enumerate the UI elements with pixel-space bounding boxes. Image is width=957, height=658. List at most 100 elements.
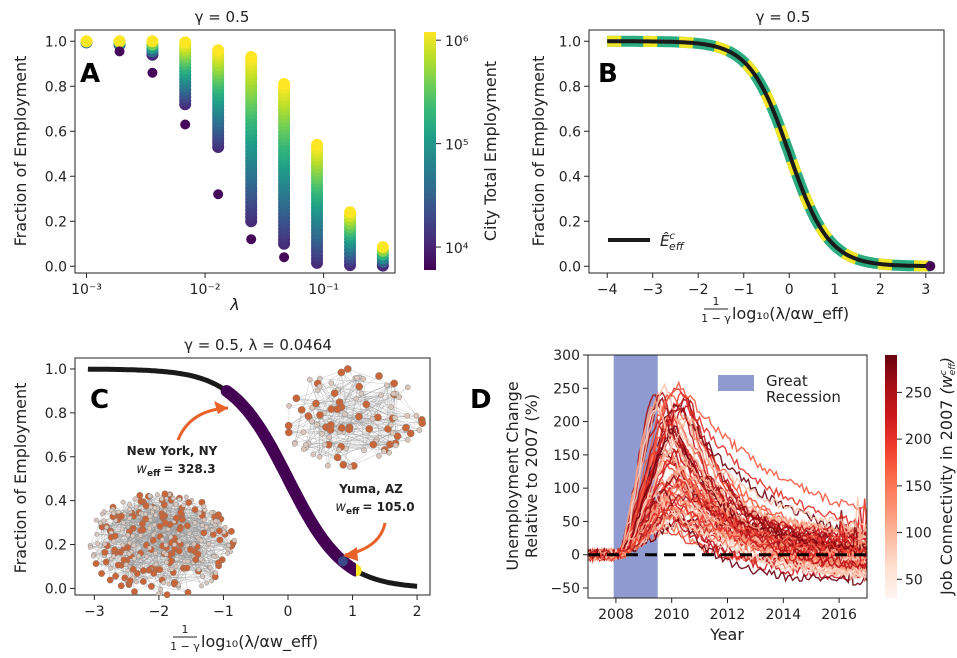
network-edge <box>349 432 394 468</box>
network-edge <box>151 549 160 570</box>
new-york-annotation: New York, NY weff = 328.3 <box>127 401 229 479</box>
svg-text:log₁₀(λ/αw_eff): log₁₀(λ/αw_eff) <box>732 304 849 324</box>
network-node <box>316 411 324 419</box>
network-node <box>163 542 169 548</box>
network-node <box>380 448 387 455</box>
panel-a-outlier-point <box>147 67 158 78</box>
network-node <box>316 383 323 390</box>
network-node <box>127 506 133 512</box>
network-node <box>201 503 207 509</box>
network-node <box>215 511 222 519</box>
panel-d-y-tick-label: 250 <box>553 381 580 397</box>
panel-a-point <box>245 51 258 63</box>
network-node <box>169 566 175 572</box>
network-edge <box>356 398 393 419</box>
panel-c-x-tick-label: 1 <box>348 604 357 620</box>
city-unemployment-line <box>587 481 868 570</box>
panel-c-x-ticks: −3 −2 −1 0 1 2 <box>84 595 422 620</box>
panel-d-x-tick-label: 2016 <box>821 607 857 623</box>
panel-d-colorbar-label: Job Connectivity in 2007(wceff) <box>937 357 957 596</box>
network-edge <box>194 509 202 560</box>
network-edge <box>103 534 154 546</box>
network-node <box>173 501 179 507</box>
network-node <box>284 428 293 437</box>
panel-a-ylabel: Fraction of Employment <box>11 56 30 247</box>
panel-d-x-tick-label: 2012 <box>710 607 746 623</box>
network-node <box>111 539 117 544</box>
network-edge <box>90 541 114 546</box>
network-node <box>204 580 210 586</box>
network-node <box>328 380 335 386</box>
panel-d-city-lines <box>587 380 868 586</box>
network-node <box>106 576 114 584</box>
network-node <box>304 412 313 420</box>
network-edge <box>105 502 142 563</box>
network-node <box>300 429 307 436</box>
panel-d-colorbar-tick-label: 150 <box>905 479 932 495</box>
network-node <box>319 431 325 437</box>
network-node <box>310 451 317 458</box>
network-node <box>192 520 198 526</box>
panel-b-title: γ = 0.5 <box>756 8 811 26</box>
network-node <box>153 550 158 556</box>
panel-a-y-tick-label: 0.6 <box>45 124 67 140</box>
network-node <box>347 464 353 470</box>
city-unemployment-line <box>587 492 868 563</box>
network-node <box>404 413 411 419</box>
panel-d-colorbar-ticks: 50 100 150 200 250 <box>897 385 932 588</box>
network-node <box>184 588 192 596</box>
network-node <box>211 554 217 559</box>
network-node <box>153 512 159 518</box>
panel-d-letter: D <box>470 385 492 415</box>
network-node <box>393 432 402 441</box>
network-edge <box>356 385 387 399</box>
network-node <box>194 550 202 558</box>
network-node <box>181 502 186 508</box>
network-node <box>126 551 132 557</box>
network-node <box>369 440 378 449</box>
network-node <box>209 578 214 584</box>
network-node <box>191 506 199 514</box>
network-edge <box>90 527 107 546</box>
panel-c-x-tick-label: −3 <box>84 604 105 620</box>
network-node <box>302 441 309 448</box>
network-node <box>390 430 396 436</box>
network-node <box>184 542 190 548</box>
network-edge <box>211 531 232 576</box>
network-node <box>413 412 420 419</box>
panel-a-x-tick-label: 10⁻³ <box>71 282 102 298</box>
panel-d-y-tick-label: 100 <box>553 481 580 497</box>
network-edge <box>301 383 318 411</box>
panel-a-point <box>179 36 192 49</box>
network-edge <box>319 372 342 416</box>
network-node <box>87 544 93 550</box>
panel-d-y-tick-label: −50 <box>550 581 580 597</box>
network-node <box>392 442 399 449</box>
network-node <box>147 513 153 519</box>
panel-d-x-tick-label: 2008 <box>598 607 634 623</box>
yuma-network-graph <box>284 365 426 470</box>
panel-b-y-tick-label: 0.2 <box>559 214 581 230</box>
panel-d-y-tick-label: 150 <box>553 448 580 464</box>
network-edge <box>349 417 395 428</box>
network-node <box>168 534 174 540</box>
panel-a-x-tick-label: 10⁻² <box>190 282 221 298</box>
network-node <box>123 562 129 568</box>
yuma-annotation: Yuma, AZ weff = 105.0 <box>335 482 415 561</box>
yuma-arrowhead <box>343 547 358 561</box>
network-node <box>92 560 100 567</box>
svg-text:New York, NY: New York, NY <box>127 444 218 458</box>
panel-c-y-tick-label: 0.8 <box>45 406 67 422</box>
network-node <box>292 394 301 403</box>
panel-b-x-tick-label: −4 <box>597 282 618 298</box>
network-node <box>375 372 383 380</box>
panel-a-colorbar-tick-label: 10⁴ <box>445 241 469 257</box>
network-node <box>225 551 231 556</box>
network-edge <box>311 421 320 457</box>
panel-b-x-tick-label: −1 <box>733 282 754 298</box>
network-node <box>216 536 224 544</box>
network-node <box>213 518 219 524</box>
network-node <box>199 583 204 589</box>
city-unemployment-line <box>587 493 868 560</box>
